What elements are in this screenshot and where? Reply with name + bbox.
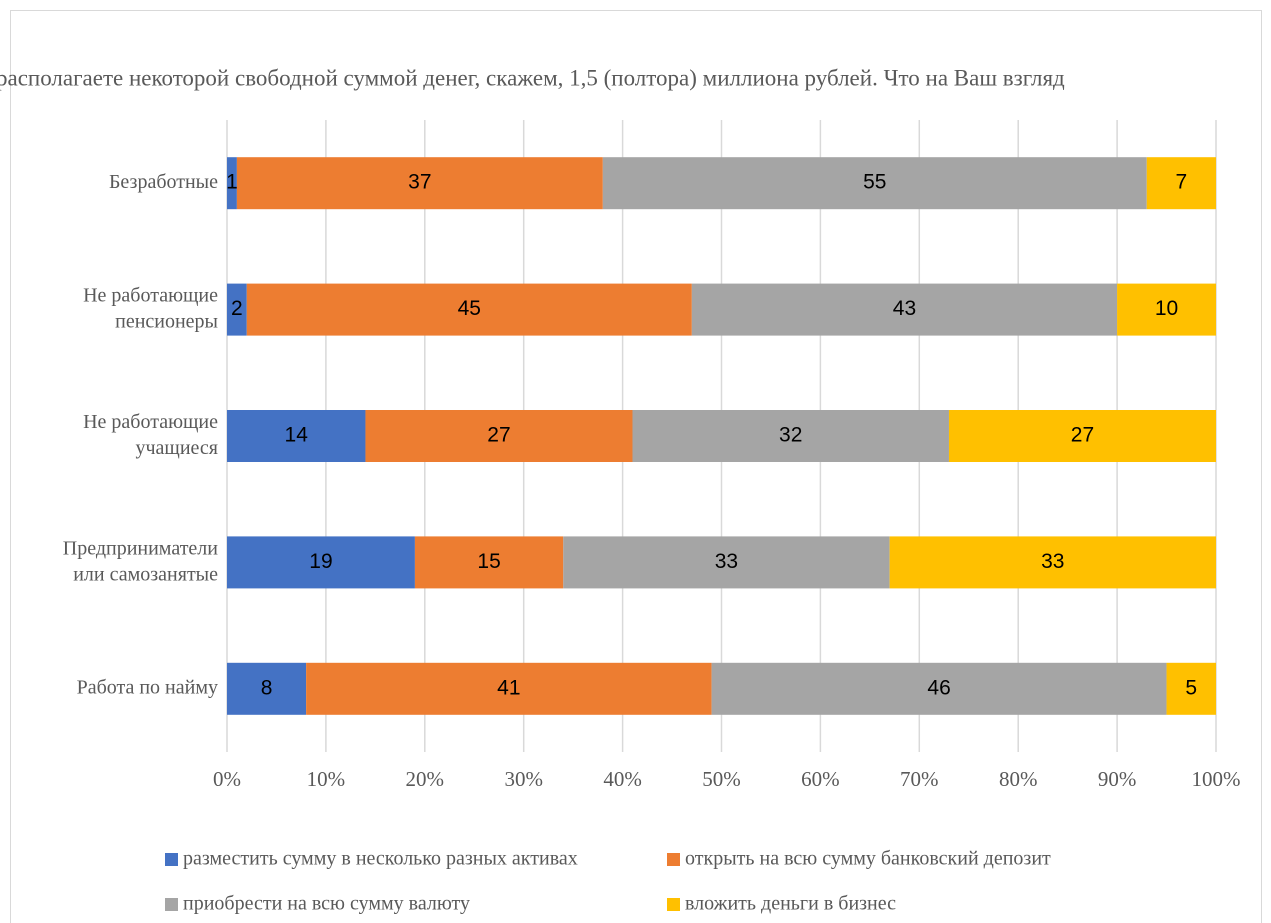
plot: 0% 10% 20% 30% 40% 50% 60% 70% 80% 90% 100% Безрабо… [63,120,1241,915]
data-label: 41 [497,676,520,699]
bar-segment [227,662,307,715]
bar-segment [632,410,949,462]
data-label: 55 [863,171,886,194]
y-tick-label: Не работающие пенсионеры [83,284,218,332]
x-tick-label: 100% [1192,767,1241,791]
y-tick-label: Предприниматели или самозанятые [63,537,219,585]
bar-segment [236,157,603,210]
legend-label: разместить сумму в несколько разных акти… [183,848,578,870]
data-label: 33 [1041,550,1064,573]
legend-label: открыть на всю сумму банковский депозит [685,848,1051,870]
y-tick-label: Не работающие учащиеся [83,411,218,459]
y-tick-label: Работа по найму [77,676,218,698]
data-label: 27 [1071,424,1094,447]
bar-segment [1166,662,1216,715]
data-label: 7 [1176,171,1188,194]
data-label: 14 [285,424,309,447]
legend-swatch [667,853,680,866]
data-label: 19 [309,550,332,573]
data-label: 5 [1185,676,1197,699]
chart-title: располагаете некоторой свободной суммой … [0,65,1065,90]
data-label: 37 [408,171,431,194]
bar-segment [948,410,1216,462]
bar-segment [711,662,1167,715]
bar-segment [1117,283,1216,336]
data-label: 43 [893,297,916,320]
data-label: 15 [477,550,500,573]
data-label: 1 [226,171,238,194]
bar-segment [365,410,633,462]
bar-segment [227,283,247,336]
bar-segment [563,536,890,589]
bar-segment [1146,157,1216,210]
bar-segment [227,157,237,210]
x-tick-label: 70% [900,767,939,791]
data-label: 8 [261,676,273,699]
x-tick-label: 40% [603,767,642,791]
x-tick-label: 20% [406,767,445,791]
legend-label: приобрести на всю сумму валюту [183,893,470,915]
bar-segment [306,662,712,715]
data-label: 33 [715,550,738,573]
chart-frame [10,10,1262,923]
x-tick-label: 80% [999,767,1038,791]
x-tick-label: 60% [801,767,840,791]
x-tick-label: 90% [1098,767,1137,791]
legend-swatch [667,898,680,911]
x-tick-label: 30% [504,767,543,791]
bar-segment [227,410,366,462]
x-tick-label: 0% [213,767,241,791]
bar-segment [246,283,692,336]
data-label: 45 [458,297,481,320]
data-label: 27 [487,424,510,447]
legend-swatch [165,898,178,911]
bar-segment [889,536,1216,589]
data-label: 10 [1155,297,1178,320]
bar-segment [414,536,564,589]
data-label: 32 [779,424,802,447]
bar-segment [602,157,1147,210]
x-tick-label: 50% [702,767,741,791]
x-tick-label: 10% [307,767,346,791]
bar-segment [227,536,415,589]
y-tick-label: Безработные [109,171,218,193]
data-label: 46 [927,676,950,699]
bar-segment [691,283,1118,336]
legend-swatch [165,853,178,866]
data-label: 2 [231,297,243,320]
legend-label: вложить деньги в бизнес [685,893,896,915]
